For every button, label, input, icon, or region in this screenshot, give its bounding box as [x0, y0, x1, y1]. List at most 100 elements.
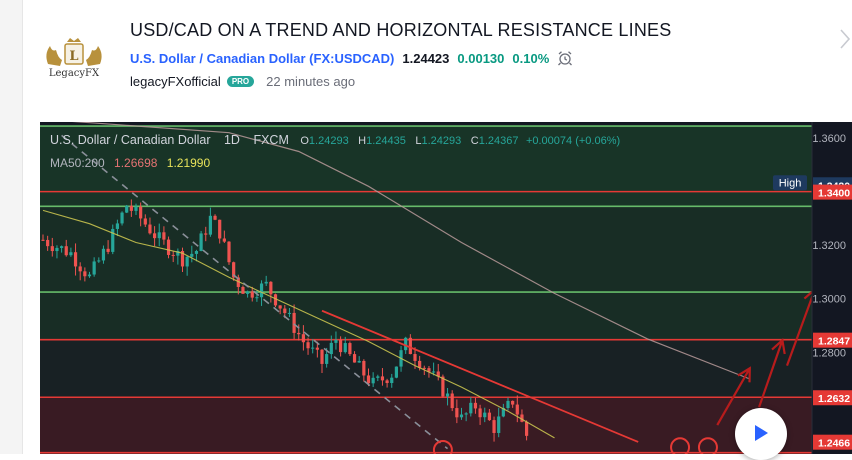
candle-body	[269, 281, 273, 295]
candle-body	[176, 250, 180, 256]
chart-header: U.S. Dollar / Canadian Dollar 1D FXCM O1…	[50, 133, 620, 147]
projection-arrow[interactable]	[716, 367, 751, 426]
candle-body	[404, 337, 408, 351]
candle-body	[236, 277, 240, 287]
symbol-line: U.S. Dollar / Canadian Dollar (FX:USDCAD…	[130, 50, 573, 66]
symbol-name-link[interactable]: U.S. Dollar / Canadian Dollar	[130, 50, 306, 66]
candle-body	[306, 342, 310, 349]
ma200-line	[72, 122, 751, 380]
candle-body	[218, 219, 222, 239]
candle-body	[246, 291, 250, 294]
candle-body	[41, 239, 45, 241]
candle-body	[278, 305, 282, 309]
candle-body	[376, 376, 380, 378]
author-name-link[interactable]: legacyFXofficial	[130, 74, 221, 89]
candle-body	[343, 343, 347, 353]
zone-support	[40, 126, 812, 207]
candle-body	[478, 408, 482, 418]
candle-body	[492, 420, 496, 433]
candle-body	[60, 246, 64, 248]
ma50-line	[42, 209, 555, 439]
candle-body	[357, 360, 361, 363]
candle-body	[339, 339, 343, 353]
chart-exchange: FXCM	[253, 133, 288, 147]
open-value: 1.24293	[309, 135, 349, 147]
candle-body	[515, 404, 519, 415]
candle-body	[115, 223, 119, 229]
candle-body	[50, 246, 54, 252]
candle-body	[297, 332, 301, 335]
candle-body	[222, 238, 226, 242]
candle-body	[292, 312, 296, 333]
candle-body	[194, 251, 199, 254]
close-value: 1.24367	[479, 135, 519, 147]
candle-body	[325, 354, 329, 364]
chevron-right-icon[interactable]	[838, 28, 852, 50]
price-change-percent: 0.10%	[512, 50, 550, 66]
zone-neutral	[40, 339, 812, 398]
descending-resistance-line[interactable]	[321, 309, 639, 443]
high-tag-label: High	[779, 177, 802, 189]
candle-body	[264, 281, 268, 284]
candle-body	[390, 377, 394, 384]
ma-legend: MA50:200 1.26698 1.21990	[50, 156, 210, 170]
idea-title[interactable]: USD/CAD ON A TREND AND HORIZONTAL RESIST…	[130, 20, 672, 40]
symbol-code-link[interactable]: (FX:USDCAD)	[309, 50, 395, 66]
price-tag-value: 1.3400	[818, 188, 850, 200]
author-logo[interactable]: L LegacyFX	[38, 36, 110, 80]
projection-arrow[interactable]	[785, 288, 816, 367]
play-button[interactable]	[735, 408, 787, 460]
candle-body	[73, 252, 78, 267]
candle-body	[87, 274, 92, 277]
candle-body	[232, 262, 236, 278]
candle-body	[445, 393, 450, 397]
arrow-head	[771, 338, 786, 355]
high-value: 1.24435	[366, 135, 406, 147]
price-tag-value: 1.2466	[818, 438, 850, 450]
candle-body	[125, 205, 129, 213]
highlight-circle[interactable]	[697, 437, 718, 454]
price-tag	[813, 390, 852, 406]
candle-body	[283, 308, 287, 314]
price-tag	[813, 184, 852, 200]
high-tag	[773, 175, 807, 191]
candle-body	[311, 347, 315, 349]
candle-body	[427, 368, 431, 372]
candles	[41, 199, 529, 442]
candle-body	[459, 414, 464, 418]
candle-body	[157, 232, 161, 239]
candle-body	[190, 253, 194, 257]
logo-letter: L	[69, 49, 78, 64]
published-time: 22 minutes ago	[266, 74, 356, 89]
bar-change: +0.00074 (+0.06%)	[526, 135, 620, 147]
candle-body	[352, 354, 357, 363]
candle-body	[418, 360, 422, 368]
candle-body	[408, 337, 412, 355]
highlight-circle[interactable]	[670, 437, 691, 454]
candle-body	[69, 252, 73, 256]
ma50-value: 1.26698	[114, 156, 158, 170]
left-gutter	[0, 0, 23, 454]
alarm-clock-icon[interactable]	[557, 50, 573, 66]
author-line: legacyFXofficial PRO 22 minutes ago	[130, 74, 355, 89]
candle-body	[46, 239, 50, 247]
dashed-downtrend-line[interactable]	[61, 134, 449, 450]
highlight-circle[interactable]	[432, 439, 453, 454]
candle-body	[455, 408, 459, 418]
arrow-head	[737, 366, 751, 383]
price-tick-label: 1.2800	[812, 347, 846, 359]
lion-crest-icon: L LegacyFX	[46, 38, 102, 79]
ma-label: MA50:200	[50, 156, 105, 170]
candle-body	[180, 250, 185, 267]
candle-body	[506, 400, 510, 408]
price-tick-label: 1.3200	[812, 240, 846, 252]
play-icon	[755, 425, 768, 441]
projection-arrow[interactable]	[758, 339, 784, 408]
last-price: 1.24423	[402, 50, 450, 66]
candle-body	[92, 261, 96, 275]
candle-body	[166, 239, 171, 255]
candle-body	[273, 294, 278, 306]
candle-body	[394, 366, 398, 378]
